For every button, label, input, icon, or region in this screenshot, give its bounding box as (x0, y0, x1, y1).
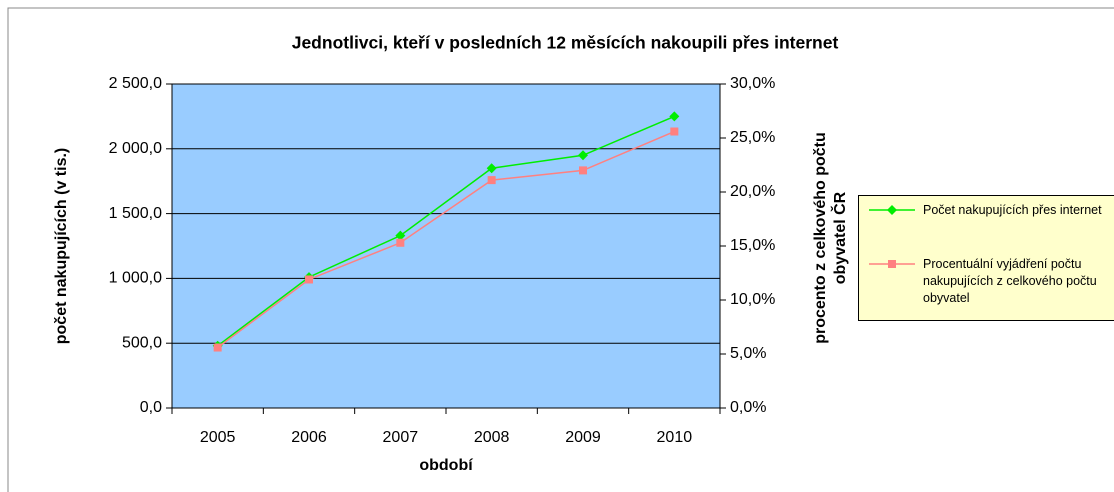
legend-label: Procentuální vyjádření počtu nakupujícíc… (923, 257, 1097, 305)
x-tick-label: 2007 (383, 429, 419, 446)
legend-markers (869, 205, 915, 268)
y2-tick-label: 20,0% (730, 183, 775, 200)
x-tick-label: 2010 (657, 429, 693, 446)
y-tick-label: 1 500,0 (109, 205, 162, 222)
y2-tick-label: 25,0% (730, 129, 775, 146)
y-tick-label: 0,0 (140, 399, 162, 416)
y-tick-label: 1 000,0 (109, 270, 162, 287)
x-tick-label: 2009 (565, 429, 601, 446)
legend-label: Počet nakupujících přes internet (923, 203, 1102, 217)
y2-tick-label: 10,0% (730, 291, 775, 308)
y-axis-label: počet nakupujících (v tis.) (53, 148, 70, 344)
y2-tick-label: 15,0% (730, 237, 775, 254)
marker (887, 205, 897, 215)
marker (487, 176, 496, 185)
marker (578, 150, 588, 161)
y2-axis-label: procento z celkového počtu obyvatel ČR (812, 132, 849, 344)
y-tick-label: 2 000,0 (109, 140, 162, 157)
marker (670, 127, 679, 136)
marker (213, 343, 222, 352)
x-tick-label: 2005 (200, 429, 236, 446)
x-tick-label: 2006 (291, 429, 327, 446)
plot-area (172, 84, 720, 408)
y-tick-label: 2 500,0 (109, 75, 162, 92)
x-axis-label: období (419, 457, 473, 474)
marker (305, 275, 313, 284)
legend: Počet nakupujících přes internet Procent… (858, 195, 1114, 321)
series-line (217, 130, 675, 349)
marker (669, 111, 680, 122)
marker (395, 230, 406, 241)
marker (579, 166, 587, 175)
chart-title: Jednotlivci, kteří v posledních 12 měsíc… (292, 33, 839, 53)
series-line (217, 115, 675, 347)
y-tick-label: 500,0 (122, 334, 162, 351)
marker (396, 238, 405, 247)
x-tick-label: 2008 (474, 429, 510, 446)
marker (888, 260, 896, 268)
marker (486, 163, 497, 174)
y2-tick-label: 0,0% (730, 399, 766, 416)
y2-tick-label: 5,0% (730, 345, 766, 362)
y2-tick-label: 30,0% (730, 75, 775, 92)
